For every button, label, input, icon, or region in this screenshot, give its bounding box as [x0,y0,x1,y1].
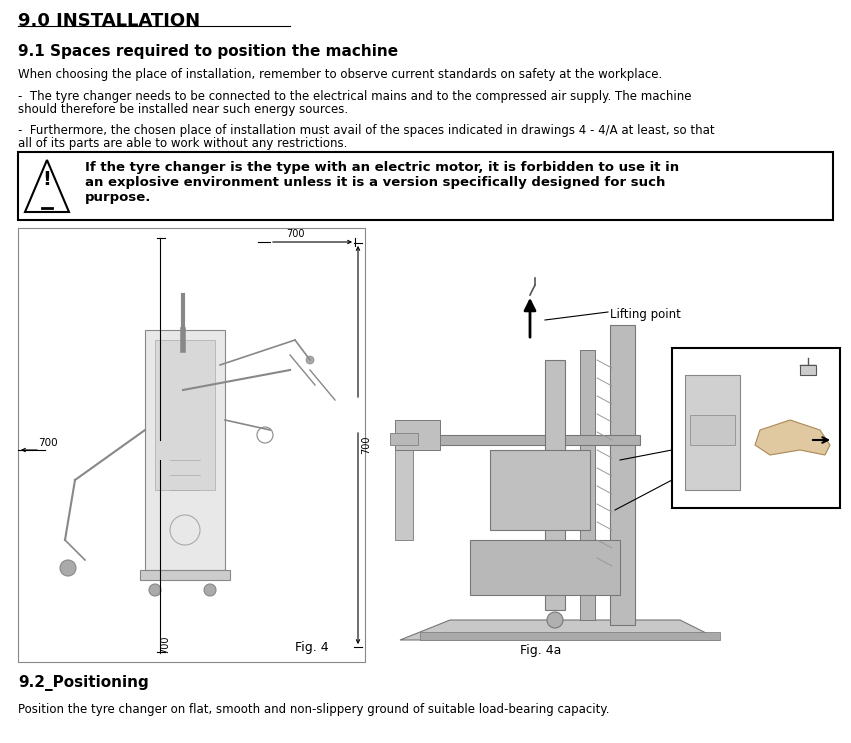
FancyBboxPatch shape [145,330,225,570]
Circle shape [306,356,314,364]
Text: -  The tyre changer needs to be connected to the electrical mains and to the com: - The tyre changer needs to be connected… [18,90,692,103]
Text: Position the tyre changer on flat, smooth and non-slippery ground of suitable lo: Position the tyre changer on flat, smoot… [18,703,609,716]
FancyBboxPatch shape [800,365,816,375]
FancyBboxPatch shape [470,540,620,595]
FancyBboxPatch shape [140,570,230,580]
FancyBboxPatch shape [390,433,418,445]
FancyBboxPatch shape [685,375,740,490]
FancyBboxPatch shape [610,325,635,625]
Circle shape [60,560,76,576]
Text: If the tyre changer is the type with an electric motor, it is forbidden to use i: If the tyre changer is the type with an … [85,161,679,174]
Text: should therefore be installed near such energy sources.: should therefore be installed near such … [18,103,348,116]
FancyBboxPatch shape [395,440,413,540]
Text: purpose.: purpose. [85,191,151,204]
Text: 700: 700 [361,435,371,454]
Text: 700: 700 [286,229,305,239]
Text: When choosing the place of installation, remember to observe current standards o: When choosing the place of installation,… [18,68,662,81]
FancyBboxPatch shape [395,420,440,450]
Text: Fig. 4a: Fig. 4a [520,644,562,657]
FancyBboxPatch shape [155,340,215,490]
Text: !: ! [43,170,51,189]
FancyBboxPatch shape [580,350,595,620]
Text: all of its parts are able to work without any restrictions.: all of its parts are able to work withou… [18,137,347,150]
FancyBboxPatch shape [690,415,735,445]
Text: 9.0 INSTALLATION: 9.0 INSTALLATION [18,12,200,30]
Text: 700: 700 [38,438,58,448]
Text: Fig. 4: Fig. 4 [295,641,328,654]
Text: 9.2_Positioning: 9.2_Positioning [18,675,149,691]
FancyBboxPatch shape [18,228,365,662]
FancyBboxPatch shape [490,450,590,530]
Polygon shape [420,632,720,640]
FancyBboxPatch shape [18,152,833,220]
FancyBboxPatch shape [672,348,840,508]
Text: -  Furthermore, the chosen place of installation must avail of the spaces indica: - Furthermore, the chosen place of insta… [18,124,715,137]
Text: Lifting point: Lifting point [610,308,681,321]
Text: 700: 700 [160,636,170,655]
Text: Fig. 4b: Fig. 4b [750,490,789,503]
Text: an explosive environment unless it is a version specifically designed for such: an explosive environment unless it is a … [85,176,665,189]
Polygon shape [755,420,830,455]
Circle shape [547,612,563,628]
Circle shape [204,584,216,596]
Polygon shape [435,435,640,445]
Text: 9.1 Spaces required to position the machine: 9.1 Spaces required to position the mach… [18,44,398,59]
FancyBboxPatch shape [545,360,565,610]
Circle shape [149,584,161,596]
Polygon shape [400,620,720,640]
